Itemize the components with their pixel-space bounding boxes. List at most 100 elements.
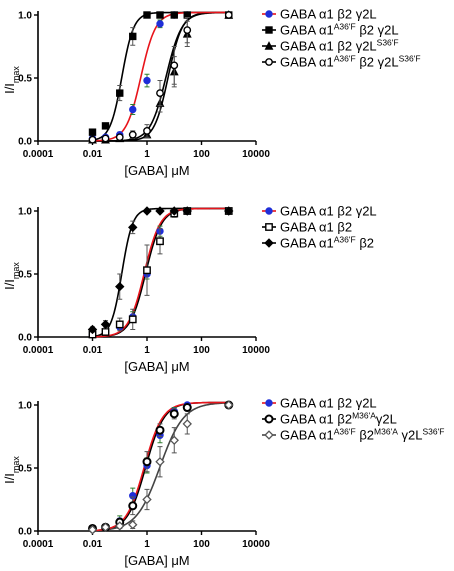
data-point xyxy=(169,435,179,445)
y-tick-label: 0.5 xyxy=(18,74,32,85)
data-point xyxy=(128,519,138,530)
x-tick-label: 100 xyxy=(193,345,210,356)
data-point xyxy=(182,206,192,216)
data-point xyxy=(115,320,124,329)
fit-curve-series-4 xyxy=(89,11,229,142)
legend-marker xyxy=(265,10,273,18)
chart-panel-2: 0.0 0.5 1.0 0.0001 0.01 1 100 10000 [GABA] μM I/I… xyxy=(2,204,377,375)
x-tick-label: 0.01 xyxy=(83,345,103,356)
y-tick-label: 1.0 xyxy=(18,207,32,218)
y-axis-title: I/Imax xyxy=(2,66,21,94)
data-point xyxy=(142,206,152,216)
fit-curve-series-1 xyxy=(89,207,229,338)
fit-curve-series-1 xyxy=(89,11,229,142)
legend-label-2: GABA α1 β2 xyxy=(280,220,352,235)
series-4 xyxy=(88,11,233,144)
legend-label-2: GABA α1 β2M36'A​γ2L xyxy=(280,411,397,427)
x-tick-label: 0.0001 xyxy=(23,345,54,356)
series-1 xyxy=(88,207,233,339)
data-point xyxy=(156,237,164,246)
y-tick-label: 0.0 xyxy=(18,137,32,148)
data-point xyxy=(116,89,124,97)
legend-marker xyxy=(265,223,273,231)
data-point xyxy=(101,328,110,336)
legend-marker xyxy=(264,414,274,424)
data-point xyxy=(182,403,192,413)
x-axis-title: [GABA] μM xyxy=(124,359,189,374)
y-tick-label: 0.0 xyxy=(18,527,32,538)
x-tick-label: 100 xyxy=(193,149,210,160)
data-point xyxy=(142,494,152,505)
data-point xyxy=(100,522,111,532)
data-point xyxy=(143,127,151,135)
series-3 xyxy=(87,400,234,535)
data-point xyxy=(129,105,137,114)
legend-marker xyxy=(265,26,273,34)
data-point xyxy=(155,456,165,467)
x-tick-label: 0.0001 xyxy=(23,149,54,160)
x-tick-label: 10000 xyxy=(242,149,270,160)
legend-label-1: GABA α1 β2 γ2L xyxy=(280,7,377,22)
data-point xyxy=(143,76,151,85)
data-point xyxy=(88,135,97,144)
x-tick-label: 1 xyxy=(144,539,150,550)
data-point xyxy=(143,266,151,275)
x-tick-label: 10000 xyxy=(242,345,270,356)
data-point xyxy=(183,26,192,35)
series-2 xyxy=(88,11,233,136)
data-point xyxy=(224,11,233,19)
data-point xyxy=(101,122,110,130)
data-point xyxy=(101,134,110,143)
data-point xyxy=(115,521,125,531)
y-tick-label: 0.5 xyxy=(18,464,32,475)
data-point xyxy=(155,425,165,435)
legend-label-1: GABA α1 β2 γ2L xyxy=(280,396,377,411)
data-point xyxy=(115,133,124,142)
data-point xyxy=(128,130,137,139)
fit-curve-series-3 xyxy=(89,11,229,142)
legend-label-4: GABA α1A36'F​ β2 γ2LS36'F​ xyxy=(280,54,421,70)
data-point xyxy=(142,457,152,467)
data-point xyxy=(129,32,137,41)
x-tick-label: 0.01 xyxy=(83,539,103,550)
data-point xyxy=(115,281,125,292)
data-point xyxy=(128,222,138,233)
y-tick-label: 0.5 xyxy=(18,270,32,281)
data-point xyxy=(87,324,98,335)
fit-curve-series-2 xyxy=(89,11,229,142)
legend-label-3: GABA α1 β2 γ2LS36'F​ xyxy=(280,38,399,54)
data-point xyxy=(224,206,234,216)
x-tick-label: 10000 xyxy=(242,539,270,550)
y-axis-title: I/Imax xyxy=(2,262,21,290)
chart-panel-3: 0.0 0.5 1.0 0.0001 0.01 1 100 10000 [GABA] μM I/I… xyxy=(2,396,444,569)
x-tick-label: 1 xyxy=(144,345,150,356)
series-2 xyxy=(88,207,233,339)
x-tick-label: 1 xyxy=(144,149,150,160)
chart-panel-1: 0.0 0.5 1.0 0.0001 0.01 1 100 10000 [GABA] μM I/I… xyxy=(2,7,421,179)
data-point xyxy=(170,11,178,19)
legend-marker xyxy=(264,238,274,248)
x-tick-label: 0.01 xyxy=(83,149,103,160)
legend-marker xyxy=(265,399,273,407)
data-point xyxy=(155,206,165,216)
legend-label-1: GABA α1 β2 γ2L xyxy=(280,204,377,219)
data-point xyxy=(88,128,97,136)
legend-marker xyxy=(265,58,273,66)
data-point xyxy=(156,11,164,19)
x-axis-title: [GABA] μM xyxy=(124,163,189,178)
data-point xyxy=(156,89,164,98)
series-3 xyxy=(87,206,234,335)
data-point xyxy=(170,61,179,70)
y-tick-label: 1.0 xyxy=(18,401,32,412)
data-point xyxy=(224,400,234,410)
x-axis-title: [GABA] μM xyxy=(124,553,189,568)
data-point xyxy=(87,525,98,535)
legend-marker xyxy=(265,207,273,215)
legend-label-3: GABA α1A36'F​ β2 xyxy=(280,235,374,251)
x-tick-label: 100 xyxy=(193,539,210,550)
legend-label-2: GABA α1A36'F​ β2 γ2L xyxy=(280,22,399,38)
data-point xyxy=(156,20,164,28)
